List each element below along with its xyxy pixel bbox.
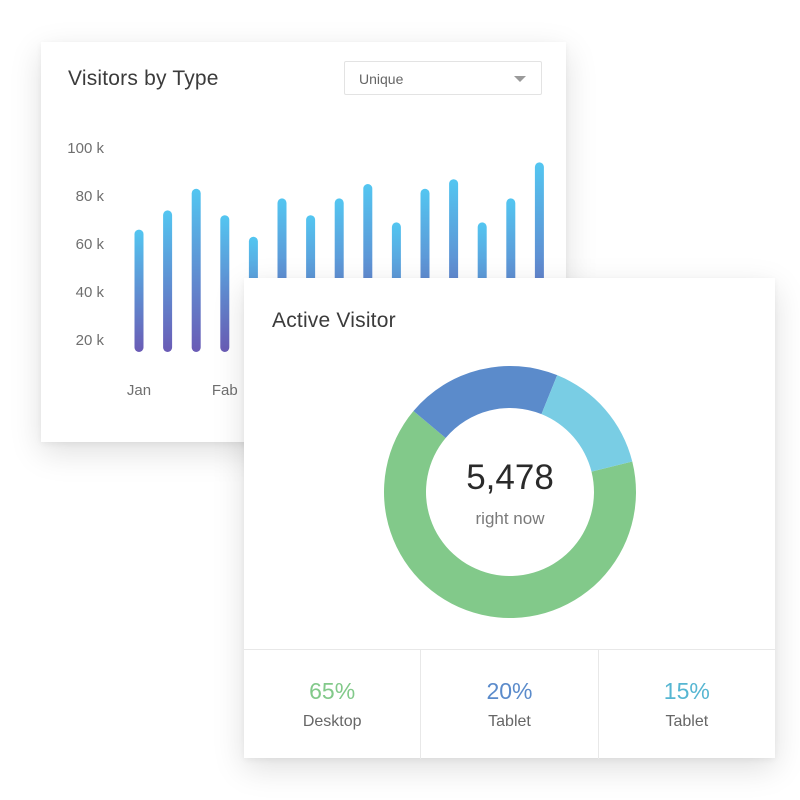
x-tick-label: Jan — [127, 382, 151, 399]
stat-value: 20% — [486, 678, 533, 704]
active-visitor-card: Active Visitor 5,478 right now 65% Deskt… — [244, 278, 775, 759]
bar[interactable] — [163, 210, 173, 352]
y-tick-label: 60 k — [76, 236, 105, 253]
dropdown-selected-value: Unique — [359, 71, 404, 87]
visitor-type-dropdown[interactable]: Unique — [344, 61, 542, 95]
device-stats: 65% Desktop 20% Tablet 15% Tablet — [244, 649, 775, 759]
stat-label: Tablet — [665, 713, 709, 730]
donut-segment-desktop[interactable] — [384, 411, 636, 618]
stat-value: 15% — [663, 678, 710, 704]
stat-label: Tablet — [488, 713, 531, 730]
chevron-down-icon[interactable] — [514, 76, 526, 82]
donut-segment-tablet[interactable] — [413, 366, 558, 439]
active-card-title: Active Visitor — [272, 309, 396, 332]
bar[interactable] — [191, 188, 201, 352]
y-tick-label: 40 k — [76, 284, 105, 301]
y-tick-label: 20 k — [76, 332, 105, 349]
stat-desktop: 65% Desktop — [244, 650, 420, 759]
y-tick-label: 80 k — [76, 188, 105, 205]
stat-value: 65% — [309, 678, 356, 704]
donut-center-label: right now — [475, 509, 545, 528]
active-visitor-donut-chart — [384, 366, 636, 618]
y-tick-label: 100 k — [67, 140, 104, 157]
x-tick-label: Fab — [212, 382, 238, 399]
visitors-card-title: Visitors by Type — [68, 67, 219, 90]
bar[interactable] — [134, 229, 144, 352]
donut-center-value: 5,478 — [466, 458, 554, 497]
bar[interactable] — [220, 215, 230, 352]
stat-tablet: 20% Tablet — [420, 650, 597, 759]
stat-tablet-2: 15% Tablet — [597, 650, 775, 759]
donut-segment-tablet-2[interactable] — [541, 375, 633, 472]
stat-label: Desktop — [302, 713, 362, 730]
